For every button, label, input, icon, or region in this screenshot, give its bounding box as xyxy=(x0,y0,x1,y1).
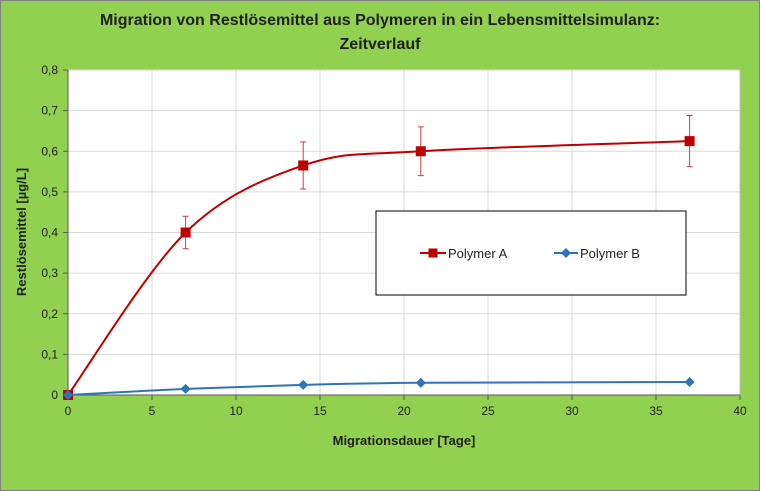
x-tick-label: 0 xyxy=(65,404,72,418)
x-tick-label: 35 xyxy=(649,404,663,418)
y-tick-label: 0 xyxy=(51,388,58,402)
data-point-polymer-b xyxy=(415,377,426,388)
data-point-polymer-b xyxy=(63,390,73,400)
data-point-polymer-b xyxy=(684,377,695,387)
y-tick-label: 0,1 xyxy=(41,347,58,361)
y-tick-label: 0,7 xyxy=(41,104,58,118)
data-point-polymer-b xyxy=(180,383,191,394)
legend: Polymer A Polymer B xyxy=(375,210,687,296)
y-tick-label: 0,5 xyxy=(41,185,58,199)
data-point-polymer-a xyxy=(684,136,695,147)
chart-title-line-2: Zeitverlauf xyxy=(340,36,422,53)
data-series xyxy=(63,115,695,400)
data-point-polymer-b xyxy=(298,379,309,390)
legend-label-polymer-b: Polymer B xyxy=(580,246,640,261)
data-point-polymer-a xyxy=(298,160,309,171)
legend-marker-polymer-a xyxy=(428,248,438,258)
axes xyxy=(63,69,741,400)
chart-title-line-1: Migration von Restlösemittel aus Polymer… xyxy=(100,12,660,29)
x-tick-label: 30 xyxy=(565,404,579,418)
series-line-polymer-b xyxy=(67,381,690,396)
y-tick-label: 0,2 xyxy=(41,307,58,321)
x-axis-title: Migrationsdauer [Tage] xyxy=(333,433,476,448)
legend-label-polymer-a: Polymer A xyxy=(448,246,508,261)
x-tick-label: 10 xyxy=(229,404,243,418)
y-tick-label: 0,3 xyxy=(41,266,58,280)
legend-marker-polymer-b xyxy=(561,248,571,258)
data-point-polymer-a xyxy=(180,227,191,238)
x-tick-label: 5 xyxy=(149,404,156,418)
data-point-polymer-a xyxy=(415,146,426,157)
y-tick-label: 0,4 xyxy=(41,226,58,240)
tick-labels: 0 5 10 15 20 25 30 35 40 0 0,1 0,2 0,3 0,4 0,5 0,6 0,7 0,… xyxy=(41,63,747,418)
y-axis-title: Restlösemittel [µg/L] xyxy=(14,168,29,296)
x-tick-label: 15 xyxy=(313,404,327,418)
x-tick-label: 40 xyxy=(733,404,747,418)
y-tick-label: 0,6 xyxy=(41,144,58,158)
y-tick-label: 0,8 xyxy=(41,63,58,77)
x-tick-label: 25 xyxy=(481,404,495,418)
x-tick-label: 20 xyxy=(397,404,411,418)
